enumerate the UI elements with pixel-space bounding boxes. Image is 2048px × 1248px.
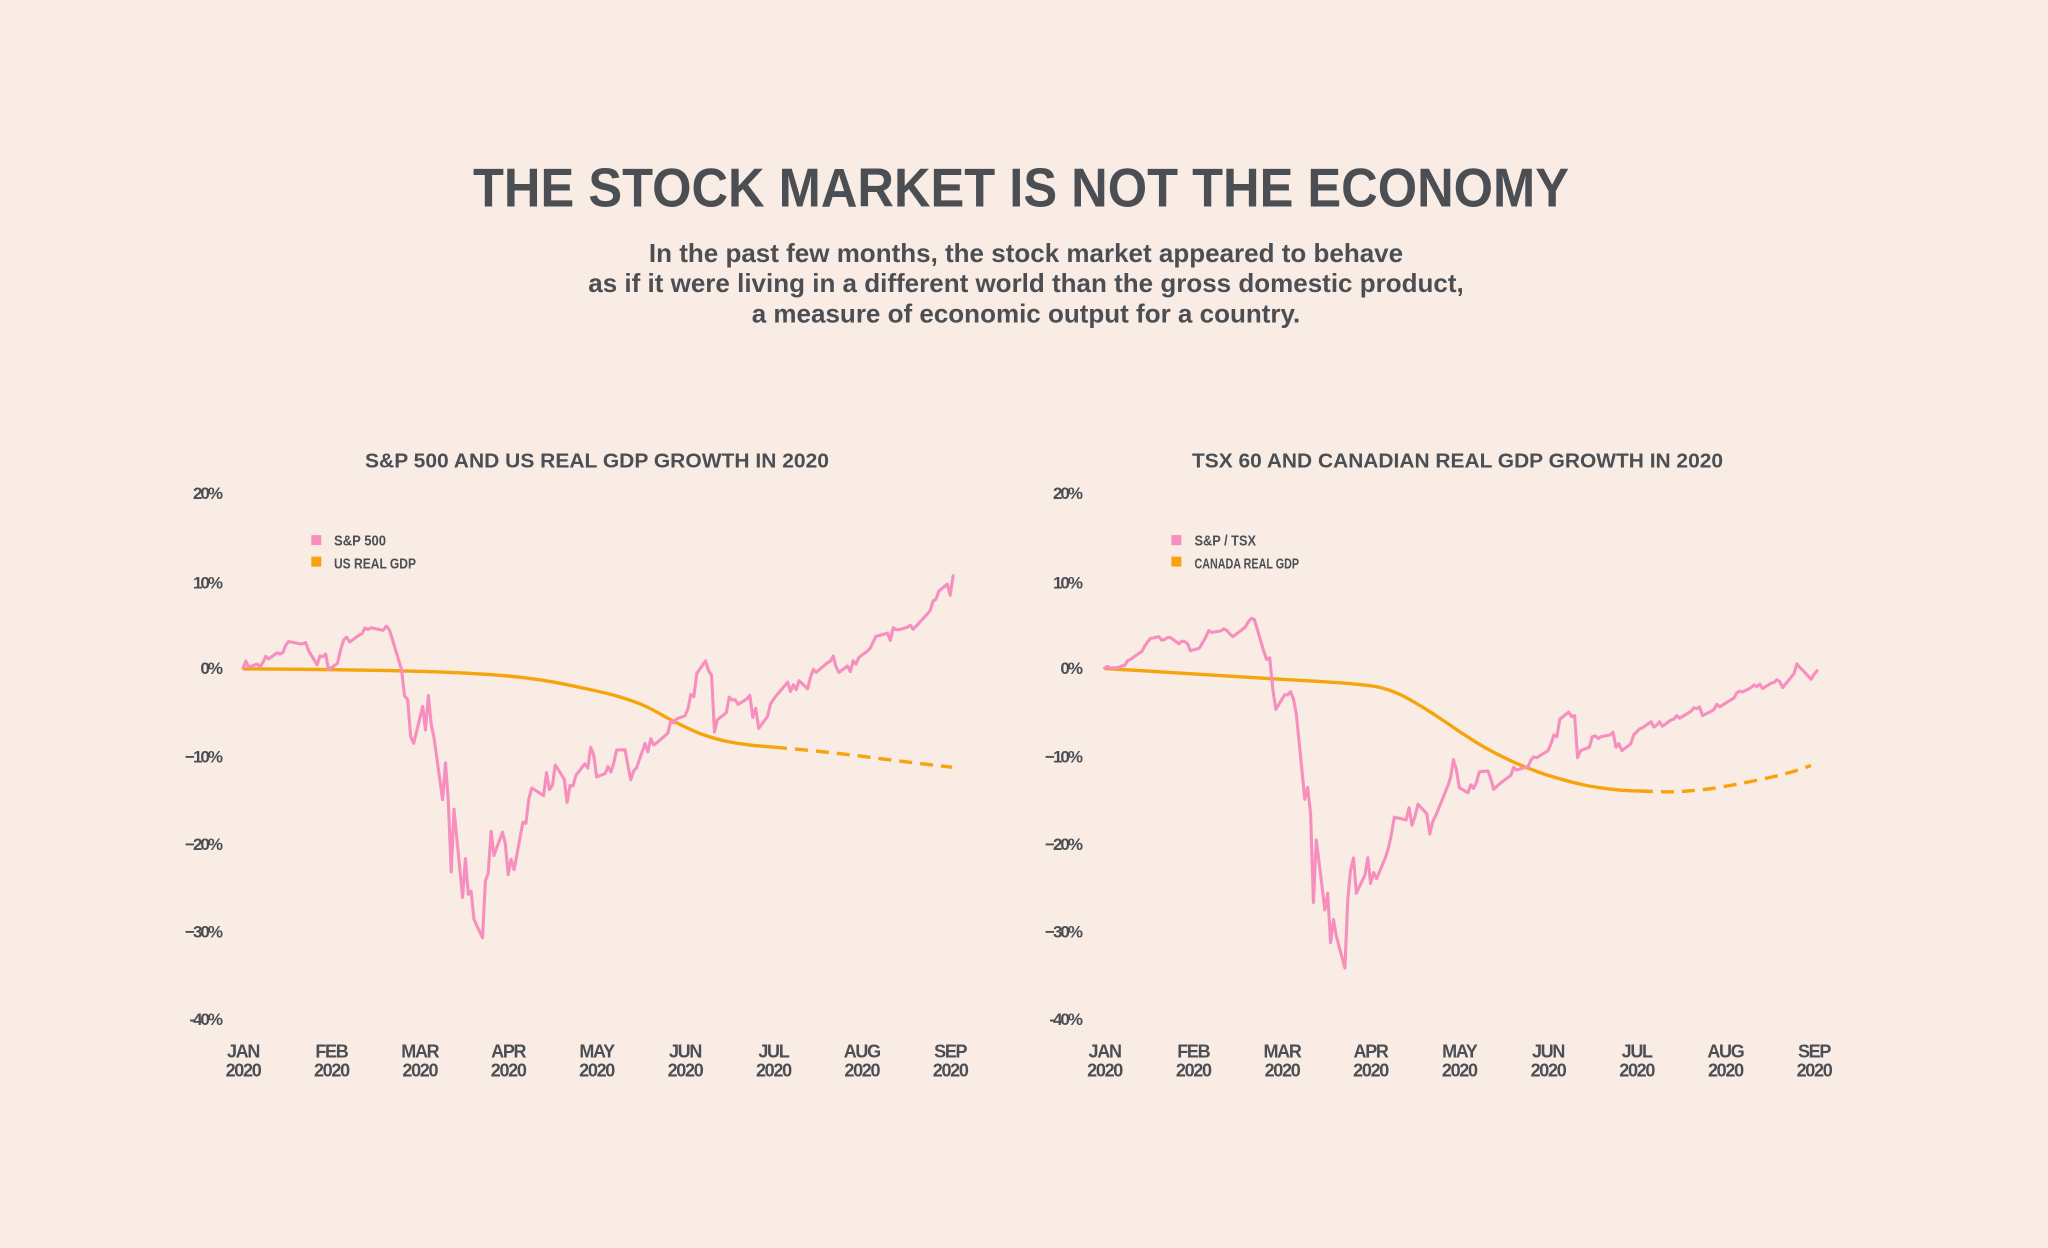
svg-text:S&P 500 AND US REAL GDP GROWTH: S&P 500 AND US REAL GDP GROWTH IN 2020 <box>365 450 829 473</box>
svg-text:−30%: −30% <box>1045 923 1083 942</box>
svg-text:JUL: JUL <box>1622 1042 1653 1062</box>
svg-text:2020: 2020 <box>1087 1061 1123 1081</box>
svg-text:-40%: -40% <box>189 1010 223 1029</box>
svg-text:20%: 20% <box>1053 484 1083 503</box>
svg-text:S&P 500: S&P 500 <box>334 534 386 550</box>
svg-text:2020: 2020 <box>668 1061 704 1081</box>
svg-text:−20%: −20% <box>185 835 223 854</box>
svg-text:2020: 2020 <box>1708 1061 1744 1081</box>
svg-text:2020: 2020 <box>1797 1061 1833 1081</box>
svg-text:2020: 2020 <box>226 1061 262 1081</box>
svg-text:2020: 2020 <box>402 1061 438 1081</box>
svg-text:2020: 2020 <box>1353 1061 1389 1081</box>
svg-text:-40%: -40% <box>1049 1010 1083 1029</box>
svg-text:2020: 2020 <box>1442 1061 1478 1081</box>
svg-text:APR: APR <box>1354 1042 1389 1062</box>
svg-text:2020: 2020 <box>1619 1061 1655 1081</box>
svg-text:THE STOCK MARKET IS NOT THE EC: THE STOCK MARKET IS NOT THE ECONOMY <box>473 157 1569 219</box>
svg-text:2020: 2020 <box>1531 1061 1567 1081</box>
svg-text:−10%: −10% <box>1045 748 1083 767</box>
svg-text:APR: APR <box>491 1042 526 1062</box>
svg-text:US REAL GDP: US REAL GDP <box>334 556 416 572</box>
svg-text:−30%: −30% <box>185 923 223 942</box>
svg-text:10%: 10% <box>1053 574 1083 593</box>
svg-text:MAY: MAY <box>579 1042 615 1062</box>
svg-text:AUG: AUG <box>844 1042 880 1062</box>
svg-text:2020: 2020 <box>933 1061 969 1081</box>
svg-text:MAR: MAR <box>401 1042 439 1062</box>
svg-text:−20%: −20% <box>1045 835 1083 854</box>
svg-text:20%: 20% <box>193 484 223 503</box>
svg-text:In the past few months, the st: In the past few months, the stock market… <box>649 238 1403 268</box>
svg-text:SEP: SEP <box>934 1042 967 1062</box>
svg-text:as if it were living in a diff: as if it were living in a different worl… <box>588 268 1463 298</box>
svg-text:2020: 2020 <box>314 1061 350 1081</box>
svg-text:MAR: MAR <box>1263 1042 1301 1062</box>
svg-text:JUN: JUN <box>1532 1042 1564 1062</box>
svg-text:−10%: −10% <box>185 748 223 767</box>
svg-text:SEP: SEP <box>1798 1042 1831 1062</box>
svg-text:JAN: JAN <box>227 1042 259 1062</box>
svg-text:JUN: JUN <box>669 1042 701 1062</box>
svg-text:MAY: MAY <box>1442 1042 1478 1062</box>
svg-text:CANADA REAL GDP: CANADA REAL GDP <box>1195 556 1300 572</box>
svg-text:FEB: FEB <box>1177 1042 1210 1062</box>
svg-text:2020: 2020 <box>491 1061 527 1081</box>
svg-text:10%: 10% <box>193 574 223 593</box>
svg-text:S&P / TSX: S&P / TSX <box>1195 534 1257 550</box>
svg-text:a measure of economic output f: a measure of economic output for a count… <box>752 299 1301 329</box>
svg-text:2020: 2020 <box>1176 1061 1212 1081</box>
svg-text:JAN: JAN <box>1089 1042 1121 1062</box>
svg-text:FEB: FEB <box>315 1042 348 1062</box>
svg-text:TSX 60 AND CANADIAN REAL GDP G: TSX 60 AND CANADIAN REAL GDP GROWTH IN 2… <box>1192 450 1723 473</box>
svg-text:2020: 2020 <box>1265 1061 1301 1081</box>
svg-text:2020: 2020 <box>844 1061 880 1081</box>
svg-text:2020: 2020 <box>756 1061 792 1081</box>
svg-text:2020: 2020 <box>579 1061 615 1081</box>
svg-text:JUL: JUL <box>758 1042 789 1062</box>
svg-text:0%: 0% <box>1060 659 1082 678</box>
svg-text:0%: 0% <box>200 659 222 678</box>
svg-text:AUG: AUG <box>1707 1042 1743 1062</box>
